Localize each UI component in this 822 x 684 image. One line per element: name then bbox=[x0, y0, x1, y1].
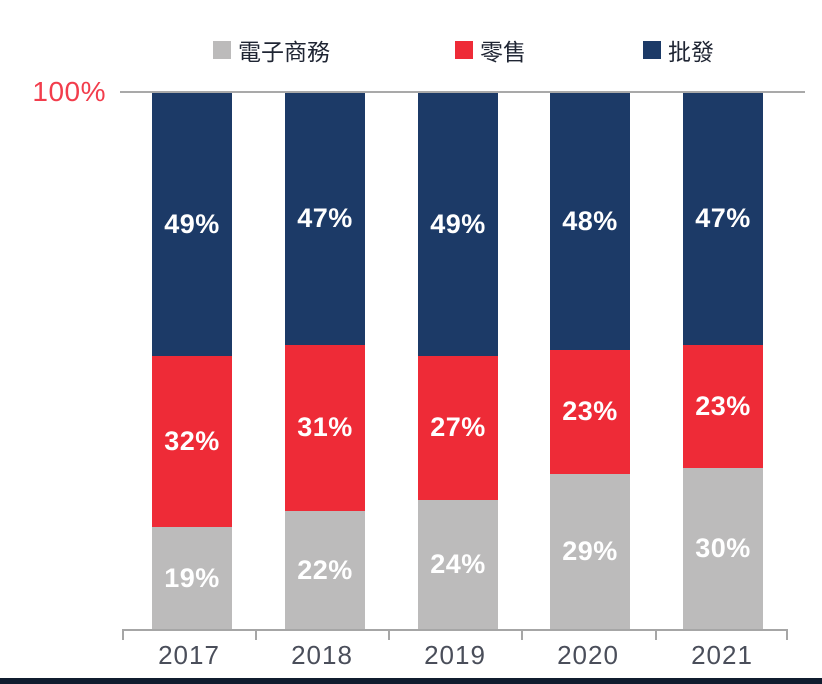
x-axis-tick bbox=[388, 629, 390, 640]
x-tick-label-2021: 2021 bbox=[691, 640, 753, 670]
segment-value-label: 19% bbox=[164, 562, 220, 593]
bar-2019: 49% 27% 24% bbox=[418, 93, 498, 629]
segment-零售-2018: 31% bbox=[285, 344, 365, 512]
bar-2021: 47% 23% 30% bbox=[683, 93, 763, 629]
legend-item-ecommerce: 電子商務 bbox=[213, 33, 330, 67]
segment-value-label: 48% bbox=[562, 206, 618, 237]
segment-value-label: 32% bbox=[164, 425, 220, 456]
y-axis-100-label: 100% bbox=[32, 76, 106, 107]
segment-value-label: 27% bbox=[430, 412, 486, 443]
x-tick-label-2020: 2020 bbox=[557, 640, 619, 670]
segment-value-label: 47% bbox=[297, 203, 353, 234]
x-tick-label-2017: 2017 bbox=[158, 640, 220, 670]
legend-label-wholesale: 批發 bbox=[668, 39, 714, 65]
segment-零售-2019: 27% bbox=[418, 355, 498, 501]
x-tick-label-2018: 2018 bbox=[291, 640, 353, 670]
segment-value-label: 23% bbox=[695, 391, 751, 422]
bar-2020: 48% 23% 29% bbox=[550, 93, 630, 629]
segment-value-label: 49% bbox=[164, 208, 220, 239]
legend-item-retail: 零售 bbox=[455, 33, 526, 67]
legend-swatch-ecommerce bbox=[213, 41, 231, 59]
x-axis-tick bbox=[521, 629, 523, 640]
x-axis-tick bbox=[655, 629, 657, 640]
bar-2017: 49% 32% 19% bbox=[152, 93, 232, 629]
segment-批發-2018: 47% bbox=[285, 93, 365, 345]
x-tick-label-2019: 2019 bbox=[424, 640, 486, 670]
segment-電子商務-2017: 19% bbox=[152, 527, 232, 629]
segment-value-label: 31% bbox=[297, 412, 353, 443]
segment-value-label: 29% bbox=[562, 535, 618, 566]
bottom-edge-strip bbox=[0, 678, 822, 684]
bar-2018: 47% 31% 22% bbox=[285, 93, 365, 629]
segment-零售-2020: 23% bbox=[550, 350, 630, 474]
segment-value-label: 24% bbox=[430, 549, 486, 580]
legend-item-wholesale: 批發 bbox=[643, 33, 714, 67]
segment-電子商務-2020: 29% bbox=[550, 473, 630, 629]
segment-value-label: 47% bbox=[695, 203, 751, 234]
segment-電子商務-2018: 22% bbox=[285, 511, 365, 629]
segment-value-label: 30% bbox=[695, 533, 751, 564]
segment-零售-2021: 23% bbox=[683, 344, 763, 469]
legend-swatch-retail bbox=[455, 41, 473, 59]
segment-value-label: 22% bbox=[297, 554, 353, 585]
segment-value-label: 23% bbox=[562, 396, 618, 427]
legend-label-retail: 零售 bbox=[480, 39, 526, 65]
x-axis-tick bbox=[122, 629, 124, 640]
x-axis-line bbox=[122, 629, 788, 631]
top-gridline bbox=[120, 91, 805, 93]
segment-零售-2017: 32% bbox=[152, 355, 232, 528]
segment-電子商務-2019: 24% bbox=[418, 500, 498, 629]
segment-value-label: 49% bbox=[430, 208, 486, 239]
segment-批發-2017: 49% bbox=[152, 93, 232, 356]
legend-swatch-wholesale bbox=[643, 41, 661, 59]
segment-批發-2019: 49% bbox=[418, 93, 498, 356]
segment-批發-2021: 47% bbox=[683, 93, 763, 345]
x-axis-tick bbox=[255, 629, 257, 640]
x-axis-tick bbox=[786, 629, 788, 640]
segment-電子商務-2021: 30% bbox=[683, 468, 763, 629]
legend-label-ecommerce: 電子商務 bbox=[238, 39, 330, 65]
segment-批發-2020: 48% bbox=[550, 93, 630, 351]
